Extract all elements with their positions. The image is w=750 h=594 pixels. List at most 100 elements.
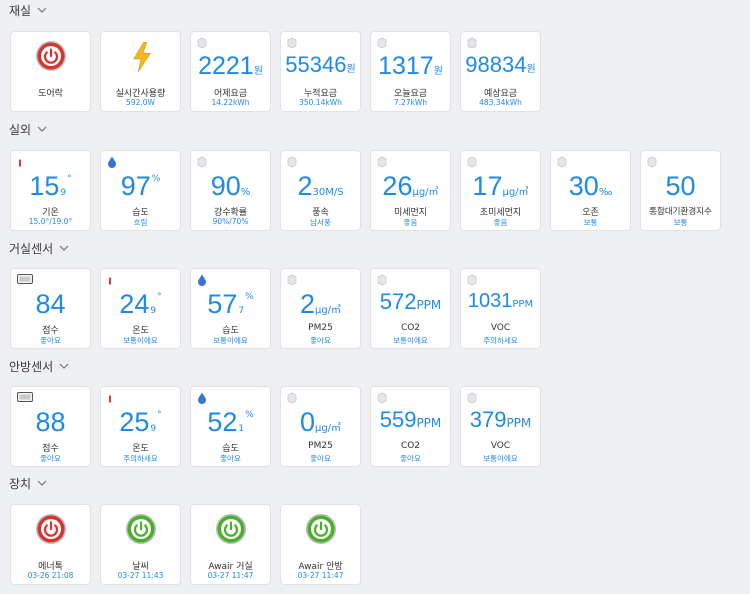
card-status: 흐림	[133, 218, 148, 227]
card-status: 좋아요	[40, 336, 61, 345]
awair-sensor-icon	[17, 274, 33, 284]
card-label: CO2	[400, 441, 421, 451]
section-header-living[interactable]: 재실	[9, 1, 47, 19]
br-score-card[interactable]: 88 점수 좋아요	[10, 386, 91, 467]
wind-speed-card[interactable]: 230M/S 풍속 남서풍	[280, 150, 361, 231]
card-status: 좋아요	[310, 336, 331, 345]
card-label: 에너톡	[38, 562, 63, 572]
card-value: 1317원	[378, 52, 443, 80]
lr-humidity-card[interactable]: 577% 습도 보통이에요	[190, 268, 271, 349]
br-co2-card[interactable]: 559PPM CO2 좋아요	[370, 386, 451, 467]
outdoor-temp-card[interactable]: 159° 기온 15.0°/19.0°	[10, 150, 91, 231]
card-label: PM25	[308, 323, 333, 333]
card-status: 03-27 11:43	[117, 571, 164, 580]
card-value: 2221원	[198, 52, 263, 80]
ozone-card[interactable]: 30‰ 오존 보통	[550, 150, 631, 231]
power-button-icon[interactable]	[215, 513, 247, 545]
forecast-fee-card[interactable]: 98834원 예상요금 483.34kWh	[460, 31, 541, 112]
section-title: 장치	[9, 476, 32, 491]
card-value: 98834원	[465, 52, 536, 77]
card-value: 0μg/㎥	[299, 407, 342, 437]
pm25-card[interactable]: 17μg/㎥ 초미세먼지 좋음	[460, 150, 541, 231]
cube-icon	[467, 156, 477, 168]
card-status: 592.0W	[126, 98, 155, 107]
section-header-outdoor[interactable]: 실외	[9, 120, 47, 138]
card-label: 실시간사용량	[115, 89, 166, 99]
br-voc-card[interactable]: 379PPM VOC 보통이에요	[460, 386, 541, 467]
br-pm25-card[interactable]: 0μg/㎥ PM25 좋아요	[280, 386, 361, 467]
card-label: Awair 거실	[208, 562, 253, 572]
lr-pm25-card[interactable]: 2μg/㎥ PM25 좋아요	[280, 268, 361, 349]
cube-icon	[467, 392, 477, 404]
thermometer-icon	[18, 159, 22, 167]
card-status: 03-26 21:08	[27, 571, 74, 580]
card-label: 도어락	[38, 89, 63, 99]
card-value: 572PPM	[379, 289, 442, 314]
section-header-lr-sensor[interactable]: 거실센서	[9, 239, 69, 257]
card-value: 559PPM	[379, 407, 442, 432]
device-weather-card[interactable]: 날씨 03-27 11:43	[100, 504, 181, 585]
lr-co2-card[interactable]: 572PPM CO2 보통이에요	[370, 268, 451, 349]
cube-icon	[287, 37, 297, 49]
card-status: 보통이에요	[393, 336, 428, 345]
thermometer-icon	[108, 277, 112, 285]
lr-voc-card[interactable]: 1031PPM VOC 주의하세요	[460, 268, 541, 349]
card-label: 온도	[132, 326, 149, 336]
power-button-icon[interactable]	[35, 513, 67, 545]
power-button-icon[interactable]	[125, 513, 157, 545]
card-status: 15.0°/19.0°	[28, 217, 73, 226]
section-header-br-sensor[interactable]: 안방센서	[9, 357, 69, 375]
chevron-down-icon	[37, 7, 47, 13]
cube-icon	[557, 156, 567, 168]
card-label: 오늘요금	[393, 89, 428, 99]
card-value: 577%	[207, 289, 254, 319]
water-drop-icon	[198, 274, 206, 286]
card-label: 날씨	[132, 562, 149, 572]
card-status: 좋음	[403, 218, 418, 227]
lr-score-card[interactable]: 84 점수 좋아요	[10, 268, 91, 349]
card-label: 점수	[42, 326, 59, 336]
section-title: 안방센서	[9, 359, 54, 374]
outdoor-humidity-card[interactable]: 97% 습도 흐림	[100, 150, 181, 231]
yesterday-fee-card[interactable]: 2221원 어제요금 14.22kWh	[190, 31, 271, 112]
card-label: 어제요금	[213, 89, 248, 99]
card-value: 259°	[119, 407, 162, 437]
card-label: Awair 안방	[298, 562, 343, 572]
card-status: 좋아요	[40, 454, 61, 463]
card-label: 습도	[222, 444, 239, 454]
today-fee-card[interactable]: 1317원 오늘요금 7.27kWh	[370, 31, 451, 112]
section-header-devices[interactable]: 장치	[9, 474, 47, 492]
cumulative-fee-card[interactable]: 55346원 누적요금 350.14kWh	[280, 31, 361, 112]
device-energy-card[interactable]: 에너톡 03-26 21:08	[10, 504, 91, 585]
card-value: 97%	[120, 171, 161, 201]
device-awair-br-card[interactable]: Awair 안방 03-27 11:47	[280, 504, 361, 585]
card-status: 좋아요	[220, 454, 241, 463]
cube-icon	[377, 274, 387, 286]
card-label: 미세먼지	[393, 208, 428, 218]
section-title: 거실센서	[9, 241, 54, 256]
cube-icon	[287, 274, 297, 286]
card-value: 50	[665, 171, 696, 201]
card-label: 습도	[222, 326, 239, 336]
card-value: 379PPM	[469, 407, 532, 432]
power-usage-card[interactable]: 실시간사용량 592.0W	[100, 31, 181, 112]
br-humidity-card[interactable]: 521% 습도 좋아요	[190, 386, 271, 467]
aqi-card[interactable]: 50 통합대기환경지수 보통	[640, 150, 721, 231]
card-status: 주의하세요	[483, 336, 518, 345]
card-value: 55346원	[285, 52, 356, 77]
power-button-icon[interactable]	[305, 513, 337, 545]
card-status: 03-27 11:47	[297, 571, 344, 580]
power-button-icon[interactable]	[35, 40, 67, 72]
rain-prob-card[interactable]: 90% 강수확률 90%/70%	[190, 150, 271, 231]
card-value: 230M/S	[297, 171, 344, 201]
pm10-card[interactable]: 26μg/㎥ 미세먼지 좋음	[370, 150, 451, 231]
card-status: 보통이에요	[123, 336, 158, 345]
door-lock-card[interactable]: 도어락	[10, 31, 91, 112]
awair-sensor-icon	[17, 392, 33, 402]
card-value: 26μg/㎥	[382, 171, 439, 201]
lr-temp-card[interactable]: 249° 온도 보통이에요	[100, 268, 181, 349]
card-status: 보통이에요	[483, 454, 518, 463]
br-temp-card[interactable]: 259° 온도 주의하세요	[100, 386, 181, 467]
card-value: 1031PPM	[467, 290, 534, 312]
device-awair-lr-card[interactable]: Awair 거실 03-27 11:47	[190, 504, 271, 585]
